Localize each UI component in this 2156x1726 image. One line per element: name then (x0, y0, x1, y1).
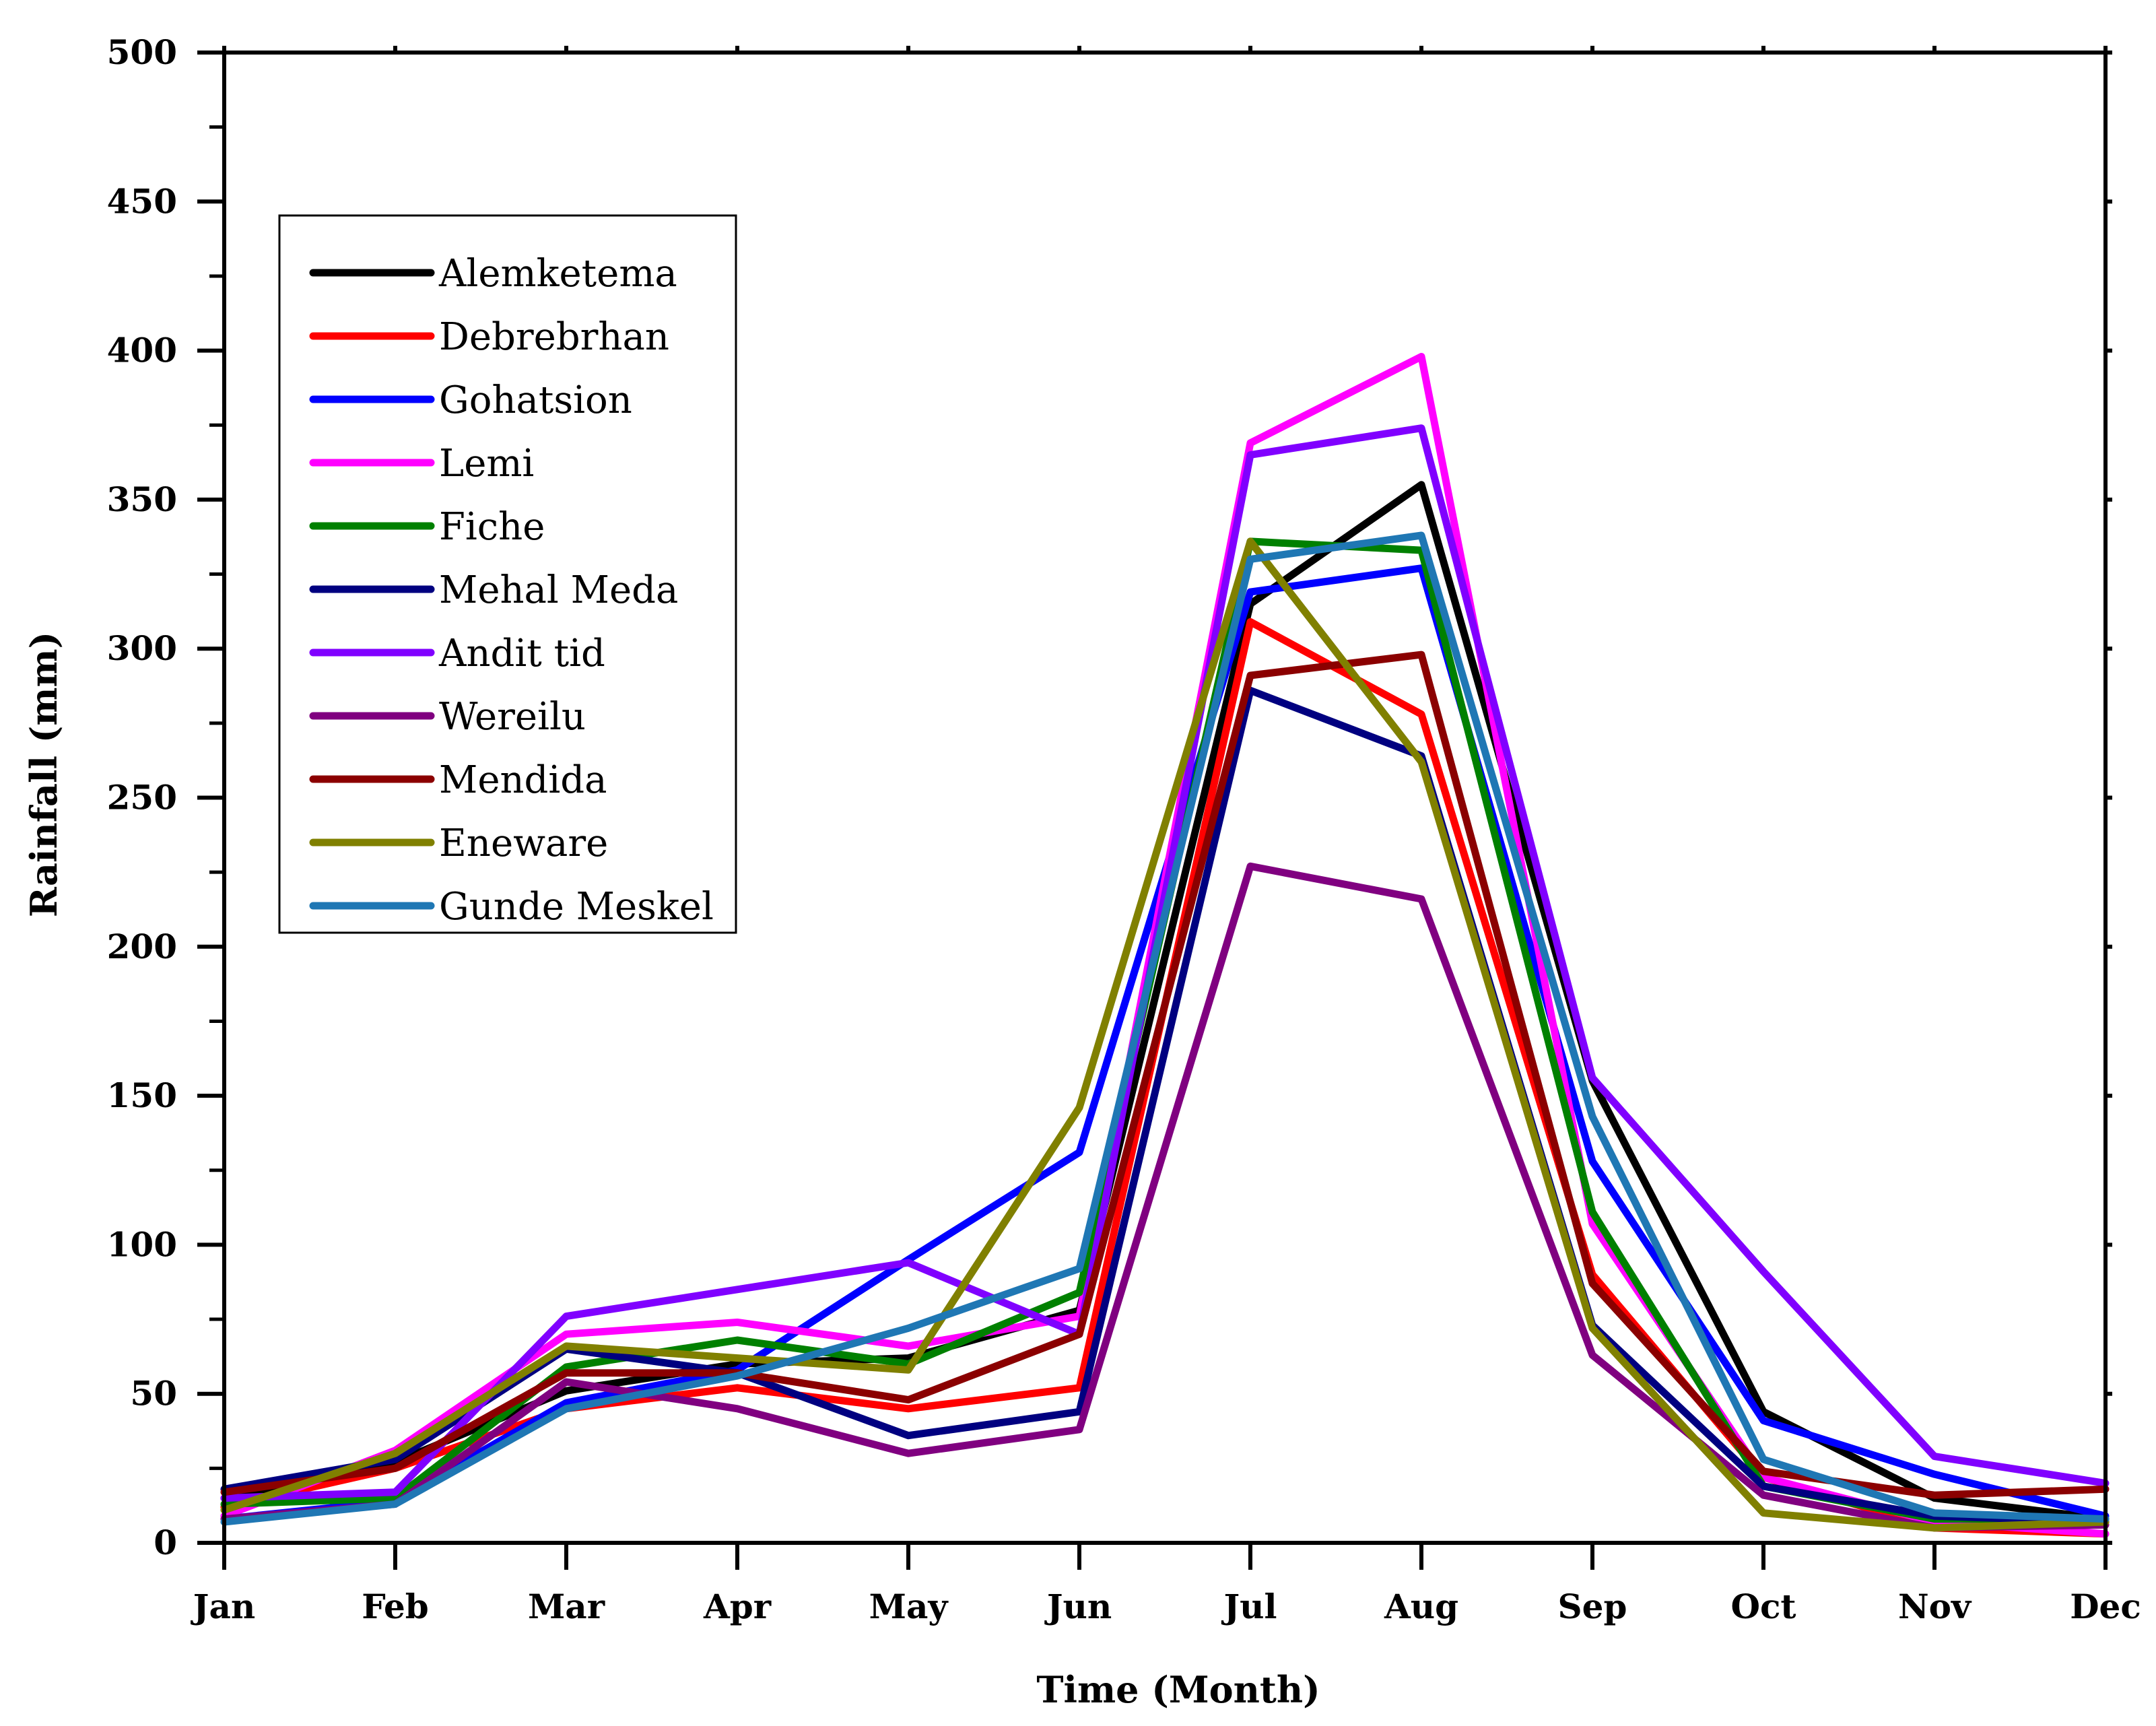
x-tick-label-aug: Aug (1384, 1587, 1458, 1626)
y-tick-label: 150 (107, 1075, 177, 1115)
series-line-mendida (220, 651, 2110, 1499)
x-tick-label-jun: Jun (1044, 1587, 1112, 1626)
y-tick-label: 300 (107, 628, 177, 668)
legend-label-gunde-meskel: Gunde Meskel (439, 885, 714, 929)
x-tick-label-feb: Feb (362, 1587, 429, 1626)
y-tick-label: 500 (107, 32, 177, 72)
x-tick-label-may: May (869, 1587, 949, 1626)
y-tick-label: 100 (107, 1224, 177, 1264)
legend-label-mehal-meda: Mehal Meda (439, 568, 678, 612)
legend-label-debrebrhan: Debrebrhan (439, 315, 669, 359)
x-tick-label-sep: Sep (1558, 1587, 1627, 1626)
series-line-andit-tid (220, 424, 2110, 1502)
y-tick-label: 200 (107, 927, 177, 966)
legend: Alemketema Debrebrhan Gohatsion Lemi Fiche Me… (278, 214, 737, 934)
legend-label-mendida: Mendida (439, 758, 607, 802)
series-line-wereilu (220, 862, 2110, 1532)
x-tick-label-dec: Dec (2070, 1587, 2141, 1626)
legend-label-eneware: Eneware (439, 822, 608, 865)
x-tick-label-jul: Jul (1221, 1587, 1277, 1626)
legend-label-gohatsion: Gohatsion (439, 378, 632, 422)
y-tick-label: 400 (107, 331, 177, 370)
y-axis-title: Rainfall (mm) (22, 632, 65, 917)
legend-label-alemketema: Alemketema (438, 252, 677, 296)
x-axis-title: Time (Month) (1036, 1668, 1320, 1711)
y-tick-label: 0 (154, 1523, 177, 1562)
x-axis: Jan Feb Mar Apr May Jun Jul Aug Sep Oct Nov Dec (191, 46, 2141, 1626)
series-line-eneware (220, 537, 2110, 1532)
legend-label-wereilu: Wereilu (439, 695, 586, 739)
x-tick-label-nov: Nov (1898, 1587, 1972, 1626)
y-tick-label: 350 (107, 479, 177, 519)
y-tick-label: 450 (107, 181, 177, 221)
y-tick-label: 50 (130, 1374, 177, 1414)
series-line-gunde-meskel (220, 531, 2110, 1526)
legend-label-lemi: Lemi (439, 442, 534, 486)
y-axis: 0 50 100 150 200 250 300 350 400 450 500 (107, 32, 2112, 1562)
x-tick-label-mar: Mar (528, 1587, 605, 1626)
x-tick-label-jan: Jan (191, 1587, 255, 1626)
x-tick-label-oct: Oct (1730, 1587, 1796, 1626)
legend-label-fiche: Fiche (439, 505, 545, 549)
x-tick-label-apr: Apr (703, 1587, 772, 1626)
series-lines (220, 353, 2110, 1538)
legend-label-andit-tid: Andit tid (438, 632, 605, 675)
y-tick-label: 250 (107, 778, 177, 818)
